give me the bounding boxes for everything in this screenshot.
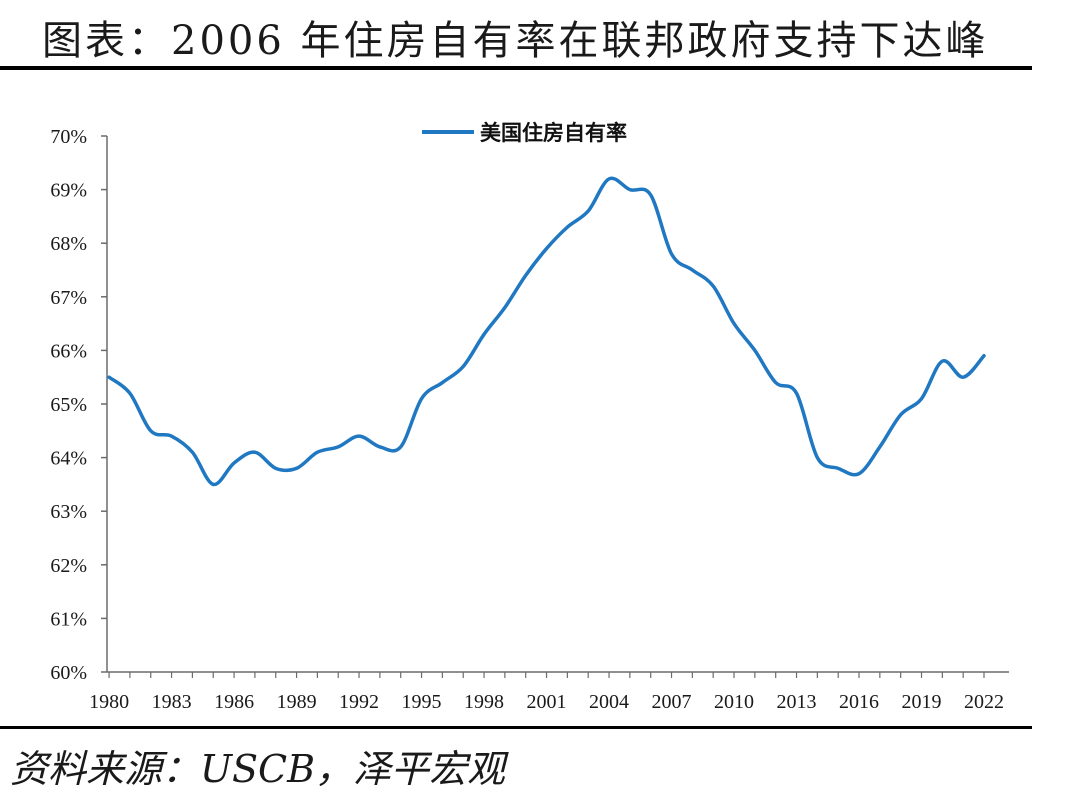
x-tick-label: 1989 xyxy=(277,691,317,713)
x-tick-label: 1983 xyxy=(152,691,192,713)
y-tick-label: 69% xyxy=(50,180,87,202)
line-chart: 60%61%62%63%64%65%66%67%68%69%70% 1980 19… xyxy=(50,121,1009,713)
x-tick-label: 2007 xyxy=(652,691,692,713)
y-tick-label: 67% xyxy=(50,287,87,309)
series-lines xyxy=(107,176,986,487)
y-tick-label: 61% xyxy=(50,608,87,630)
x-tick-label: 1992 xyxy=(339,691,379,713)
series-line xyxy=(107,176,986,487)
x-tick-label: 2001 xyxy=(527,691,567,713)
chart-title: 图表：2006 年住房自有率在联邦政府支持下达峰 xyxy=(42,18,989,64)
y-tick-label: 64% xyxy=(50,448,87,470)
x-tick-label: 2022 xyxy=(964,691,1004,713)
x-tick-label: 1986 xyxy=(214,691,254,713)
chart-axes xyxy=(106,136,1009,673)
y-tick-label: 60% xyxy=(50,662,87,684)
x-ticks: 1980 1983 1986 1989 1992 1995 1998 2001 2004 2007… xyxy=(89,672,1004,713)
y-tick-label: 66% xyxy=(50,340,87,362)
x-tick-label: 2016 xyxy=(839,691,879,713)
x-tick-label: 1998 xyxy=(464,691,504,713)
x-tick-label: 2019 xyxy=(902,691,942,713)
source-rule xyxy=(0,726,1032,729)
title-rule xyxy=(0,66,1032,70)
source-note: 资料来源：USCB，泽平宏观 xyxy=(10,747,506,791)
y-ticks: 60% 61% 62% 63% 64% 65% 66% 67% 68% 69% 70% xyxy=(50,126,107,684)
y-tick-label: 70% xyxy=(50,126,87,148)
x-tick-label: 2004 xyxy=(589,691,629,713)
legend: 美国住房自有率 xyxy=(422,121,627,145)
y-tick-label: 62% xyxy=(50,555,87,577)
legend-label: 美国住房自有率 xyxy=(480,121,627,145)
y-tick-label: 63% xyxy=(50,501,87,523)
y-tick-label: 68% xyxy=(50,233,87,255)
x-tick-label: 1995 xyxy=(402,691,442,713)
x-tick-label: 2013 xyxy=(777,691,817,713)
x-tick-label: 2010 xyxy=(714,691,754,713)
y-tick-label: 65% xyxy=(50,394,87,416)
x-tick-label: 1980 xyxy=(89,691,129,713)
